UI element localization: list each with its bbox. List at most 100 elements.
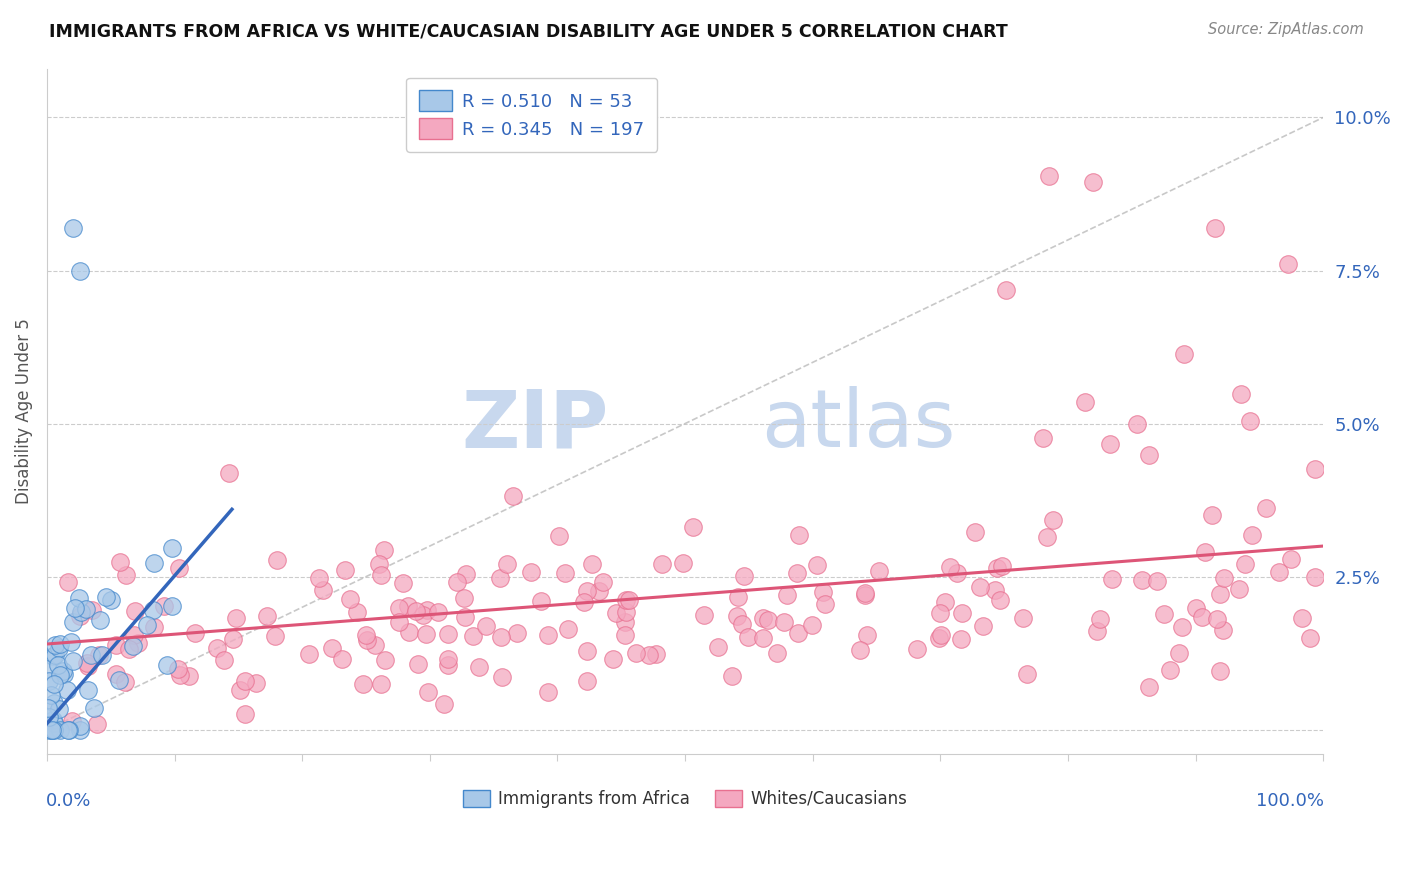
Point — [80, 648, 103, 662]
Point — [229, 683, 252, 698]
Point — [1101, 572, 1123, 586]
Point — [335, 563, 357, 577]
Point — [488, 571, 510, 585]
Point — [776, 588, 799, 602]
Point — [321, 641, 343, 656]
Point — [934, 594, 956, 608]
Point — [86, 716, 108, 731]
Point — [576, 673, 599, 688]
Point — [1171, 620, 1194, 634]
Point — [1213, 571, 1236, 585]
Point — [849, 643, 872, 657]
Point — [49, 723, 72, 737]
Point — [1146, 574, 1168, 588]
Point — [766, 646, 789, 660]
Point — [786, 566, 808, 580]
Point — [557, 622, 579, 636]
Point — [222, 632, 245, 647]
Point — [56, 723, 79, 737]
Text: IMMIGRANTS FROM AFRICA VS WHITE/CAUCASIAN DISABILITY AGE UNDER 5 CORRELATION CHA: IMMIGRANTS FROM AFRICA VS WHITE/CAUCASIA… — [49, 22, 1008, 40]
Point — [396, 599, 419, 614]
Point — [963, 524, 986, 539]
Point — [245, 676, 267, 690]
Point — [266, 553, 288, 567]
Point — [1081, 175, 1104, 189]
Point — [682, 520, 704, 534]
Point — [89, 613, 111, 627]
Point — [352, 677, 374, 691]
Point — [1125, 417, 1147, 431]
Point — [256, 608, 278, 623]
Point — [491, 670, 513, 684]
Point — [617, 593, 640, 607]
Point — [1208, 587, 1230, 601]
Point — [107, 673, 129, 688]
Text: ZIP: ZIP — [461, 386, 609, 464]
Point — [548, 529, 571, 543]
Point — [69, 605, 91, 619]
Point — [581, 557, 603, 571]
Point — [412, 607, 434, 622]
Point — [950, 632, 973, 646]
Point — [42, 648, 65, 663]
Point — [1268, 565, 1291, 579]
Point — [969, 580, 991, 594]
Point — [37, 701, 59, 715]
Point — [506, 626, 529, 640]
Point — [984, 583, 1007, 598]
Point — [1185, 601, 1208, 615]
Point — [806, 558, 828, 573]
Point — [489, 630, 512, 644]
Point — [1279, 551, 1302, 566]
Point — [405, 604, 427, 618]
Point — [42, 723, 65, 737]
Point — [48, 640, 70, 655]
Point — [721, 669, 744, 683]
Point — [786, 625, 808, 640]
Point — [233, 674, 256, 689]
Point — [44, 638, 66, 652]
Point — [502, 490, 524, 504]
Point — [616, 593, 638, 607]
Point — [406, 657, 429, 671]
Point — [94, 590, 117, 604]
Point — [1234, 557, 1257, 571]
Point — [1017, 667, 1039, 681]
Point — [46, 658, 69, 673]
Point — [454, 609, 477, 624]
Point — [62, 220, 84, 235]
Point — [1085, 624, 1108, 639]
Point — [614, 628, 637, 642]
Point — [592, 574, 614, 589]
Point — [104, 666, 127, 681]
Point — [44, 648, 66, 662]
Point — [67, 591, 90, 606]
Point — [392, 575, 415, 590]
Point — [456, 567, 478, 582]
Point — [1291, 611, 1313, 625]
Point — [416, 685, 439, 699]
Point — [39, 688, 62, 702]
Point — [41, 723, 63, 737]
Point — [588, 584, 610, 599]
Point — [121, 639, 143, 653]
Point — [737, 630, 759, 644]
Point — [950, 607, 973, 621]
Point — [496, 557, 519, 571]
Point — [468, 660, 491, 674]
Point — [42, 713, 65, 727]
Point — [42, 696, 65, 710]
Point — [437, 627, 460, 641]
Point — [907, 642, 929, 657]
Point — [179, 669, 201, 683]
Point — [124, 604, 146, 618]
Point — [725, 609, 748, 624]
Point — [801, 617, 824, 632]
Point — [733, 569, 755, 583]
Point — [446, 574, 468, 589]
Point — [1205, 612, 1227, 626]
Point — [367, 558, 389, 572]
Point — [1227, 582, 1250, 596]
Point — [614, 605, 637, 619]
Point — [853, 586, 876, 600]
